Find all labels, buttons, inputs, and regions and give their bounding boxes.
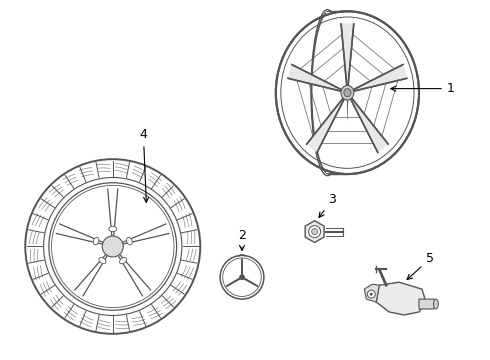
Polygon shape	[288, 64, 341, 91]
Ellipse shape	[341, 85, 354, 100]
Text: 4: 4	[140, 128, 148, 202]
Circle shape	[368, 290, 375, 298]
Ellipse shape	[99, 257, 106, 264]
Polygon shape	[419, 299, 436, 309]
Ellipse shape	[109, 226, 117, 231]
Text: 2: 2	[238, 229, 246, 251]
Polygon shape	[341, 23, 354, 85]
Polygon shape	[307, 99, 344, 153]
Circle shape	[309, 226, 320, 238]
Circle shape	[240, 275, 244, 279]
Circle shape	[220, 255, 264, 299]
Polygon shape	[351, 99, 388, 153]
Polygon shape	[354, 64, 407, 91]
Circle shape	[312, 229, 318, 235]
Text: 5: 5	[407, 252, 434, 279]
Circle shape	[370, 293, 373, 296]
Ellipse shape	[434, 299, 439, 309]
Ellipse shape	[120, 257, 126, 264]
Circle shape	[102, 236, 123, 257]
Ellipse shape	[93, 237, 99, 245]
Text: 1: 1	[391, 82, 455, 95]
Ellipse shape	[126, 237, 132, 245]
Polygon shape	[376, 282, 426, 315]
Ellipse shape	[344, 89, 351, 97]
Polygon shape	[305, 221, 324, 243]
Text: 3: 3	[319, 193, 337, 217]
Polygon shape	[365, 284, 379, 302]
Circle shape	[49, 183, 176, 310]
Polygon shape	[325, 12, 347, 173]
